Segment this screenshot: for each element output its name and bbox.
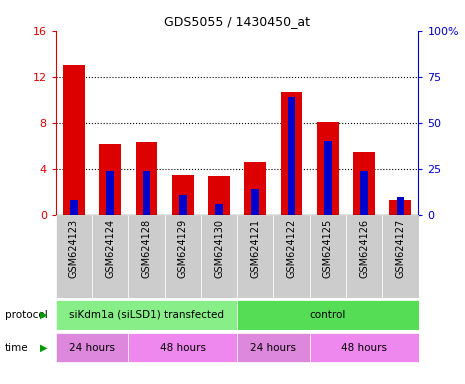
Bar (397, 197, 404, 215)
Bar (215, 204, 223, 215)
Bar (56, 333, 128, 362)
Bar (63, 65, 85, 215)
Bar (128, 215, 165, 298)
Bar (324, 141, 332, 215)
Text: 24 hours: 24 hours (251, 343, 296, 353)
Text: 24 hours: 24 hours (69, 343, 115, 353)
Text: GSM624129: GSM624129 (178, 219, 188, 278)
Text: control: control (310, 310, 346, 320)
Text: GSM624130: GSM624130 (214, 219, 224, 278)
Bar (310, 215, 346, 298)
Text: GSM624128: GSM624128 (141, 219, 152, 278)
Bar (128, 333, 237, 362)
Text: 48 hours: 48 hours (341, 343, 387, 353)
Text: 48 hours: 48 hours (160, 343, 206, 353)
Bar (252, 189, 259, 215)
Text: GSM624121: GSM624121 (250, 219, 260, 278)
Bar (245, 162, 266, 215)
Text: GSM624124: GSM624124 (105, 219, 115, 278)
Text: ▶: ▶ (40, 310, 48, 320)
Bar (237, 215, 273, 298)
Text: time: time (5, 343, 28, 353)
Bar (382, 215, 418, 298)
Bar (56, 300, 237, 329)
Bar (390, 200, 411, 215)
Bar (346, 215, 382, 298)
Bar (237, 300, 418, 329)
Bar (288, 97, 295, 215)
Bar (273, 215, 310, 298)
Bar (237, 333, 310, 362)
Bar (106, 171, 114, 215)
Bar (317, 122, 339, 215)
Bar (353, 152, 375, 215)
Bar (201, 215, 237, 298)
Bar (281, 92, 302, 215)
Text: GSM624123: GSM624123 (69, 219, 79, 278)
Text: siKdm1a (siLSD1) transfected: siKdm1a (siLSD1) transfected (69, 310, 224, 320)
Bar (56, 215, 92, 298)
Bar (92, 215, 128, 298)
Text: GSM624126: GSM624126 (359, 219, 369, 278)
Bar (165, 215, 201, 298)
Bar (172, 175, 193, 215)
Title: GDS5055 / 1430450_at: GDS5055 / 1430450_at (164, 15, 310, 28)
Text: GSM624127: GSM624127 (395, 219, 405, 278)
Bar (136, 142, 157, 215)
Text: ▶: ▶ (40, 343, 48, 353)
Bar (310, 333, 418, 362)
Bar (100, 144, 121, 215)
Bar (143, 171, 150, 215)
Bar (360, 171, 368, 215)
Text: GSM624122: GSM624122 (286, 219, 297, 278)
Bar (70, 200, 78, 215)
Text: GSM624125: GSM624125 (323, 219, 333, 278)
Text: protocol: protocol (5, 310, 47, 320)
Bar (208, 176, 230, 215)
Bar (179, 195, 186, 215)
